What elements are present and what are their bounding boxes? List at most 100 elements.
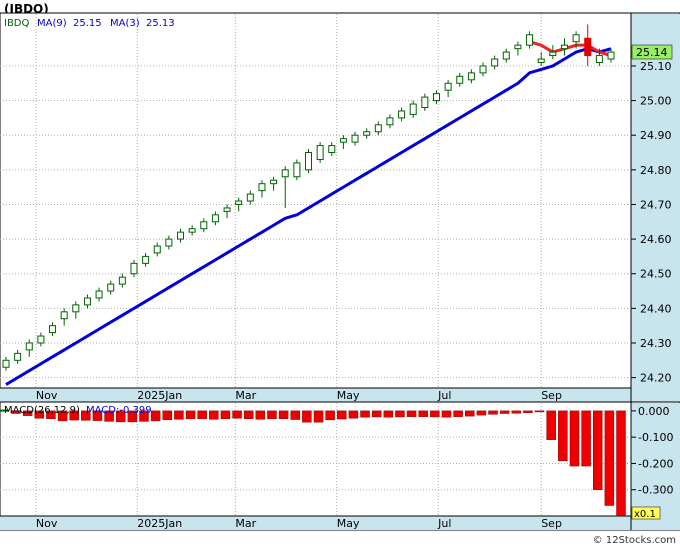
ma9-line [5, 47, 612, 386]
price-panel-frame [0, 12, 680, 403]
candle-body [409, 103, 417, 115]
candle-body [549, 51, 557, 57]
macd-bar [302, 410, 312, 423]
candle-body [223, 207, 231, 212]
macd-x-tick-label: 2025Jan [137, 517, 182, 530]
candle-body [607, 51, 615, 60]
candle-body [60, 311, 68, 320]
candle-body [293, 162, 301, 178]
ma9-polyline [5, 47, 612, 386]
macd-bar [476, 410, 487, 416]
macd-bar [220, 410, 231, 420]
macd-label: MACD(26,12,9) [4, 405, 80, 416]
candle-body [560, 44, 568, 50]
candle-body [37, 335, 45, 344]
price-axis-band [631, 14, 680, 388]
candle-body [584, 37, 592, 57]
macd-bar [523, 410, 533, 413]
price-y-tick-label: 24.70 [640, 198, 672, 211]
macd-x-ticks: Nov 2025Jan Mar May Jul Sep [36, 517, 562, 530]
candle-body [270, 179, 278, 185]
macd-date-band [0, 516, 680, 530]
macd-bar [104, 410, 114, 422]
candle-body [95, 290, 103, 299]
macd-bar [348, 410, 359, 419]
candle-body [328, 145, 336, 154]
macd-bar [46, 410, 56, 420]
candle-body [421, 96, 429, 109]
price-y-tick-label: 24.90 [640, 129, 672, 142]
macd-bar [232, 410, 242, 419]
macd-bar [278, 410, 289, 420]
price-x-tick-label: Sep [541, 389, 562, 402]
candle-body [246, 193, 254, 202]
macd-scale-tag-box [631, 506, 661, 520]
candle-body [49, 325, 57, 334]
macd-bar [534, 410, 545, 413]
last-price-tag: 25.14 [631, 44, 673, 60]
price-x-tick-label: 2025Jan [137, 389, 182, 402]
macd-bar [465, 410, 475, 417]
candle-body [351, 134, 359, 143]
macd-x-tick-label: Mar [235, 517, 256, 530]
macd-scale-tag-text: x0.1 [634, 509, 656, 520]
candle-body [235, 200, 243, 205]
macd-bar [115, 410, 126, 423]
macd-bars [0, 409, 626, 516]
legend-symbol: IBDQ [4, 18, 30, 29]
candle-body [514, 44, 522, 50]
macd-scale-tag: x0.1 [631, 506, 661, 520]
price-y-tick-label: 24.40 [640, 302, 672, 315]
macd-bar [383, 410, 394, 418]
macd-x-tick-label: Sep [541, 517, 562, 530]
macd-bar [174, 410, 184, 420]
macd-bar [325, 410, 335, 421]
macd-y-tick-label: 0.000 [638, 405, 670, 418]
candle-body [177, 231, 185, 240]
price-y-tick-label: 24.20 [640, 372, 672, 385]
macd-bar [546, 410, 556, 441]
macd-y-tick-label: -0.200 [638, 457, 673, 470]
candle-body [316, 145, 324, 160]
macd-bar [604, 410, 615, 506]
price-y-tick-label: 24.30 [640, 337, 672, 350]
candle-body [165, 238, 173, 247]
macd-y-ticks: 0.000 -0.100 -0.200 -0.300 [631, 405, 673, 497]
macd-bar [69, 410, 79, 421]
candle-body [374, 124, 382, 133]
legend-ma3-label: MA(3) [110, 18, 140, 29]
macd-bar [290, 410, 300, 420]
macd-bar [418, 410, 428, 417]
candle-body [456, 75, 464, 84]
candle-body [572, 34, 580, 43]
macd-x-tick-label: May [337, 517, 360, 530]
macd-bar [127, 410, 138, 423]
price-y-tick-label: 24.60 [640, 233, 672, 246]
candle-body [258, 183, 266, 192]
watermark: © 12Stocks.com [593, 535, 676, 546]
price-x-tick-label: Jul [437, 389, 451, 402]
price-y-ticks: 24.20 24.30 24.40 24.50 24.60 24.70 24.80 24.90… [631, 60, 672, 385]
candle-body [479, 65, 487, 74]
macd-bar [209, 410, 219, 420]
macd-bar [150, 410, 161, 422]
macd-y-tick-label: -0.100 [638, 431, 673, 444]
candle-body [200, 221, 208, 230]
candle-body [305, 152, 312, 171]
price-y-tick-label: 24.80 [640, 164, 672, 177]
macd-bar [616, 410, 626, 516]
candle-body [211, 214, 219, 223]
price-legend: IBDQ MA(9) 25.15 MA(3) 25.13 [4, 18, 175, 29]
macd-bar [430, 410, 440, 418]
ma3-polyline [529, 40, 612, 57]
candle-body [398, 110, 406, 119]
price-x-tick-label: Mar [235, 389, 256, 402]
macd-x-tick-label: Jul [437, 517, 451, 530]
candle-body [118, 276, 126, 285]
candle-body [339, 138, 347, 143]
price-date-band [0, 388, 680, 402]
price-y-tick-label: 25.00 [640, 95, 672, 108]
macd-bar [558, 410, 568, 462]
macd-value-label: MACD:-0.399 [86, 405, 152, 416]
